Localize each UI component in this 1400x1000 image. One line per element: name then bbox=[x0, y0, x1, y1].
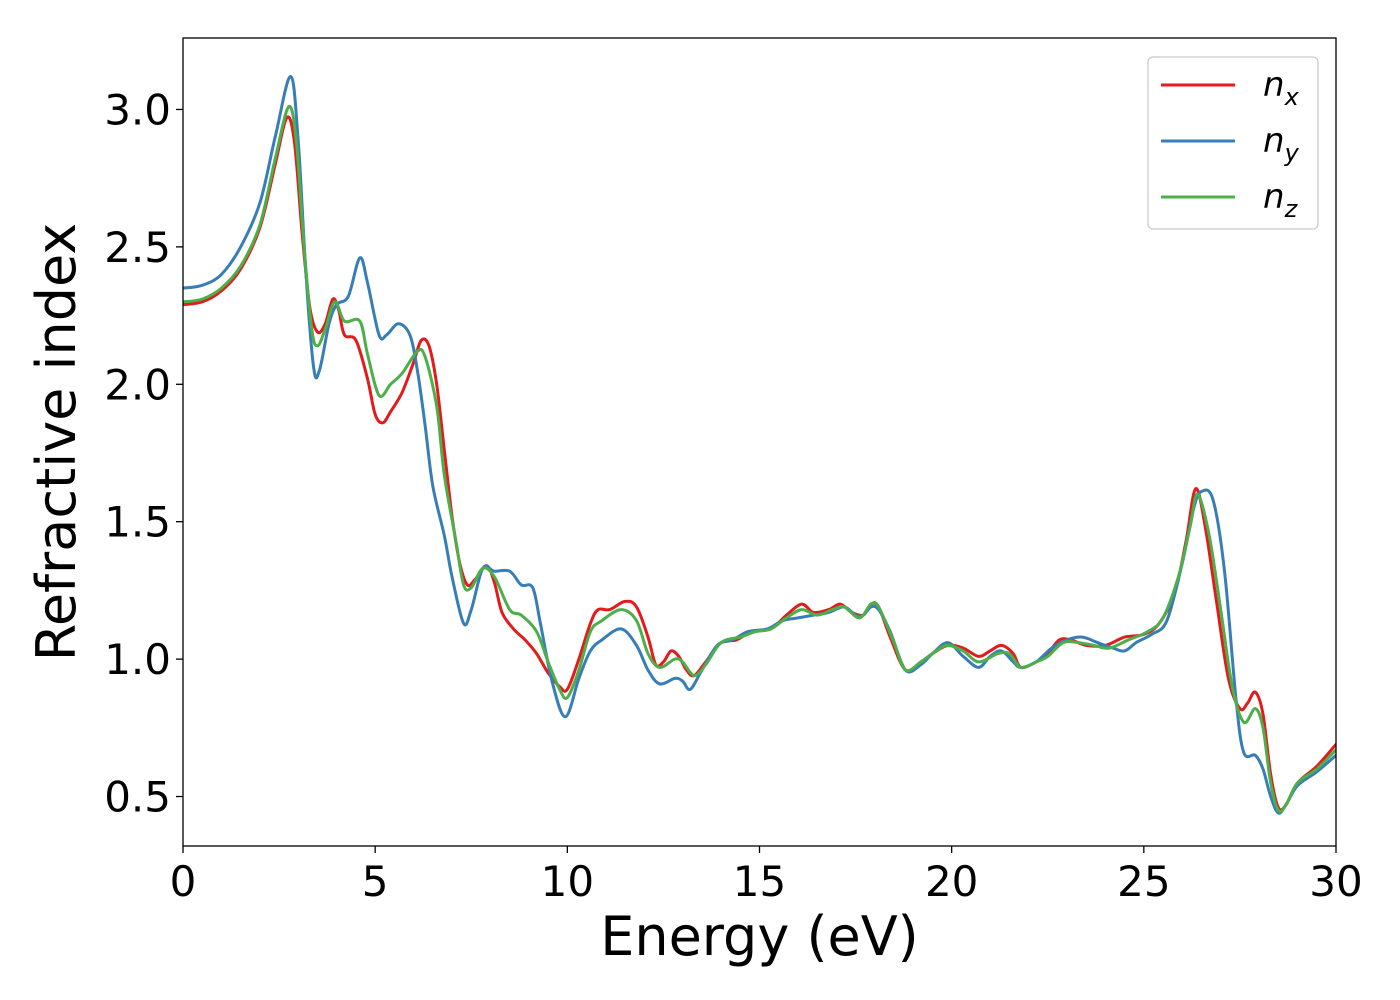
x-tick-label: 20 bbox=[925, 857, 978, 906]
x-tick-label: 25 bbox=[1117, 857, 1170, 906]
x-tick-label: 5 bbox=[362, 857, 389, 906]
x-axis-title: Energy (eV) bbox=[600, 905, 919, 968]
legend-label-base: n bbox=[1263, 177, 1285, 217]
x-tick-label: 30 bbox=[1309, 857, 1362, 906]
y-tick-label: 2.5 bbox=[104, 223, 171, 272]
legend-box bbox=[1147, 56, 1319, 230]
series-line-n-z bbox=[183, 105, 1336, 814]
x-axis: 0 5 10 15 20 25 30 bbox=[170, 846, 1363, 906]
y-tick-label: 1.0 bbox=[104, 635, 171, 684]
legend-label-base: n bbox=[1263, 121, 1285, 161]
legend-label-subscript: y bbox=[1284, 139, 1300, 167]
legend-label-subscript: z bbox=[1284, 195, 1299, 223]
x-tick-label: 0 bbox=[170, 857, 197, 906]
x-tick-label: 15 bbox=[733, 857, 786, 906]
y-axis-title: Refractive index bbox=[25, 223, 88, 662]
legend-label-n-x: nx bbox=[1263, 65, 1300, 111]
legend-label-base: n bbox=[1263, 65, 1285, 105]
y-tick-label: 0.5 bbox=[104, 773, 171, 822]
y-tick-label: 3.0 bbox=[104, 85, 171, 134]
series-layer bbox=[183, 74, 1336, 815]
y-tick-label: 2.0 bbox=[104, 360, 171, 409]
series-line-n-y bbox=[183, 74, 1336, 815]
legend-label-subscript: x bbox=[1284, 83, 1300, 111]
x-tick-label: 10 bbox=[541, 857, 594, 906]
legend-label-n-y: ny bbox=[1263, 121, 1300, 167]
y-axis: 0.5 1.0 1.5 2.0 2.5 3.0 bbox=[104, 85, 183, 822]
y-tick-label: 1.5 bbox=[104, 498, 171, 547]
legend-label-n-z: nz bbox=[1263, 177, 1299, 223]
